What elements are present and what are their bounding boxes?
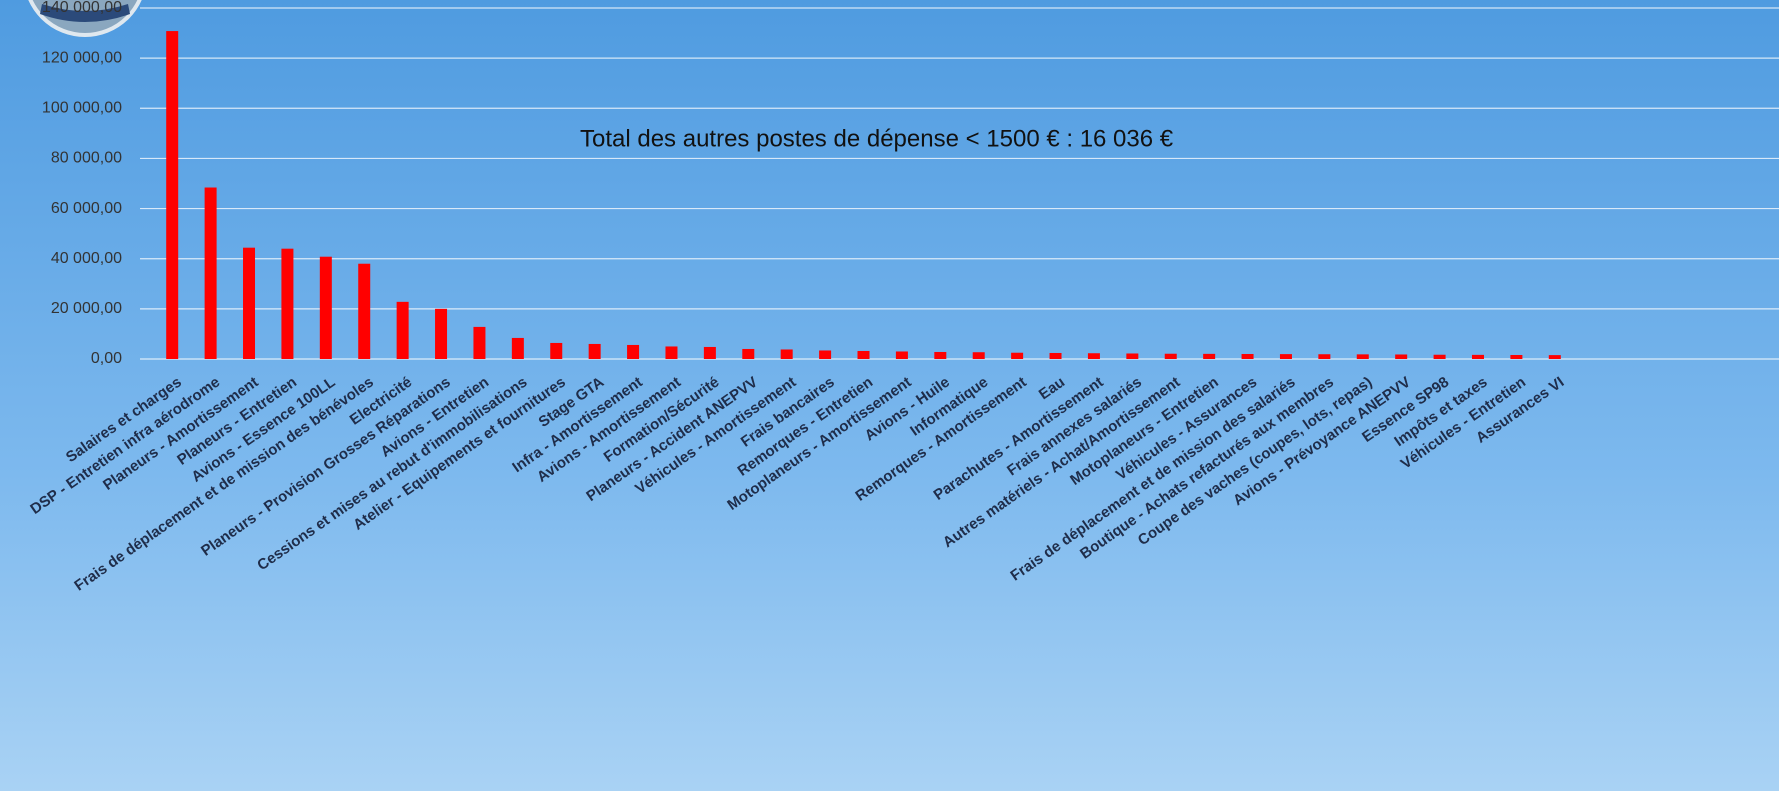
bar — [1548, 355, 1561, 359]
bar — [550, 342, 563, 359]
bar — [358, 263, 371, 359]
bar — [627, 344, 640, 359]
bar — [1164, 353, 1177, 359]
y-tick-label: 20 000,00 — [51, 300, 122, 317]
bar — [1395, 354, 1408, 359]
bar — [1049, 352, 1062, 359]
bar — [934, 351, 947, 359]
y-tick-label: 80 000,00 — [51, 150, 122, 167]
bar — [243, 247, 256, 359]
bar — [281, 248, 294, 359]
bar — [972, 352, 985, 359]
logo — [28, 0, 142, 37]
bar — [742, 348, 755, 359]
bar — [473, 326, 486, 359]
bar — [1356, 354, 1369, 359]
bar — [396, 301, 409, 359]
bar — [857, 350, 870, 359]
bar — [1471, 354, 1484, 359]
bar — [819, 350, 832, 359]
bar — [204, 187, 217, 359]
bar — [588, 343, 601, 359]
bar — [1318, 354, 1331, 359]
y-tick-label: 100 000,00 — [42, 100, 122, 117]
bar — [1126, 353, 1139, 359]
bar — [665, 346, 678, 359]
bar — [895, 351, 908, 359]
bar — [1087, 353, 1100, 359]
bar — [703, 346, 716, 359]
bar — [1510, 354, 1523, 359]
y-tick-label: 0,00 — [91, 350, 122, 367]
y-tick-label: 40 000,00 — [51, 250, 122, 267]
bar — [1203, 353, 1216, 359]
bar — [319, 256, 332, 359]
bar — [511, 337, 524, 359]
y-tick-label: 60 000,00 — [51, 200, 122, 217]
y-tick-label: 140 000,00 — [42, 0, 122, 16]
bar — [1241, 353, 1254, 359]
bar — [1433, 354, 1446, 359]
bar — [1279, 354, 1292, 359]
bar — [1011, 352, 1024, 359]
bar — [780, 349, 793, 359]
annotation: Total des autres postes de dépense < 150… — [580, 125, 1174, 152]
bar — [435, 308, 448, 359]
y-tick-label: 120 000,00 — [42, 49, 122, 66]
bar — [166, 31, 179, 360]
